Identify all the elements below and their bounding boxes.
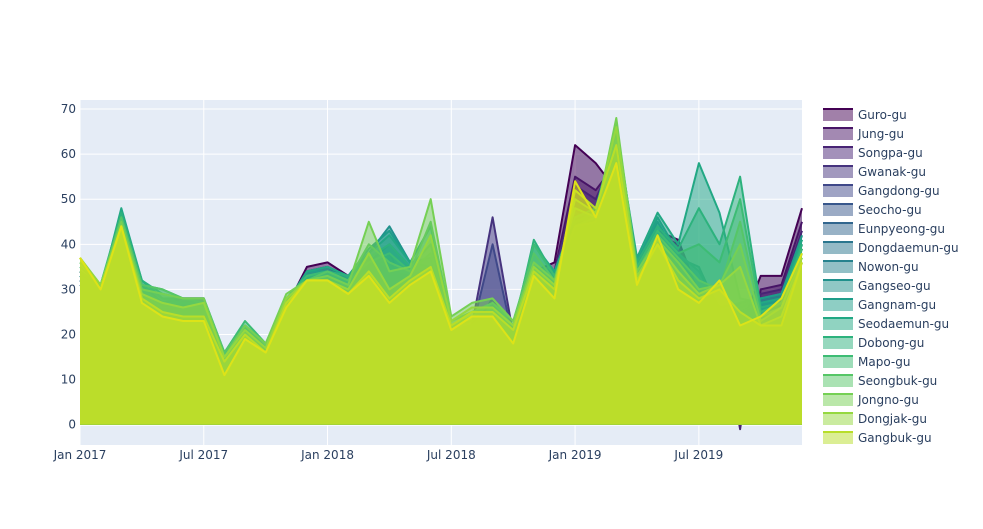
x-tick-label: Jan 2018 [300, 448, 354, 462]
legend-item-eunpyeong-gu[interactable]: Eunpyeong-gu [823, 222, 945, 236]
legend[interactable]: Guro-gu Jung-gu Songpa-gu Gwanak-gu Gangdong… [823, 108, 959, 445]
area-line [79, 162, 803, 377]
y-tick-label: 10 [61, 373, 76, 387]
legend-swatch [823, 375, 853, 387]
legend-item-seocho-gu[interactable]: Seocho-gu [823, 203, 922, 217]
legend-item-dongdaemun-gu[interactable]: Dongdaemun-gu [823, 241, 959, 255]
y-tick-label: 70 [61, 102, 76, 116]
x-tick-label: Jul 2017 [178, 448, 228, 462]
x-tick-label: Jan 2019 [548, 448, 602, 462]
legend-swatch [823, 432, 853, 444]
legend-item-dobong-gu[interactable]: Dobong-gu [823, 336, 924, 350]
x-tick-label: Jul 2019 [673, 448, 723, 462]
legend-swatch [823, 394, 853, 406]
legend-swatch [823, 166, 853, 178]
area-fill [80, 163, 802, 425]
area-line [79, 126, 803, 359]
legend-label: Gangnam-gu [858, 298, 936, 312]
legend-item-guro-gu[interactable]: Guro-gu [823, 108, 907, 122]
legend-swatch [823, 185, 853, 197]
area-line [79, 144, 803, 363]
legend-item-gangseo-gu[interactable]: Gangseo-gu [823, 279, 931, 293]
legend-label: Mapo-gu [858, 355, 910, 369]
legend-swatch [823, 413, 853, 425]
legend-label: Gangseo-gu [858, 279, 931, 293]
y-tick-label: 60 [61, 147, 76, 161]
legend-label: Eunpyeong-gu [858, 222, 945, 236]
area-series [79, 117, 803, 431]
legend-label: Jung-gu [857, 127, 904, 141]
y-tick-label: 0 [68, 418, 76, 432]
legend-swatch [823, 223, 853, 235]
y-tick-label: 20 [61, 328, 76, 342]
legend-item-jongno-gu[interactable]: Jongno-gu [823, 393, 919, 407]
legend-swatch [823, 109, 853, 121]
legend-label: Seodaemun-gu [858, 317, 949, 331]
legend-item-seodaemun-gu[interactable]: Seodaemun-gu [823, 317, 949, 331]
legend-item-seongbuk-gu[interactable]: Seongbuk-gu [823, 374, 937, 388]
legend-label: Dongjak-gu [858, 412, 927, 426]
legend-item-gwanak-gu[interactable]: Gwanak-gu [823, 165, 926, 179]
x-tick-label: Jul 2018 [426, 448, 476, 462]
legend-item-nowon-gu[interactable]: Nowon-gu [823, 260, 919, 274]
area-series-unnamed [79, 162, 803, 425]
y-axis: 0 10 20 30 40 50 60 70 [61, 102, 76, 432]
legend-swatch [823, 337, 853, 349]
legend-label: Dobong-gu [858, 336, 924, 350]
legend-label: Nowon-gu [858, 260, 919, 274]
legend-item-gangbuk-gu[interactable]: Gangbuk-gu [823, 431, 932, 445]
legend-swatch [823, 242, 853, 254]
legend-swatch [823, 261, 853, 273]
legend-item-mapo-gu[interactable]: Mapo-gu [823, 355, 910, 369]
y-tick-label: 50 [61, 192, 76, 206]
x-axis: Jan 2017 Jul 2017 Jan 2018 Jul 2018 Jan 2019… [53, 448, 724, 462]
legend-swatch [823, 147, 853, 159]
legend-label: Guro-gu [858, 108, 907, 122]
legend-label: Gangbuk-gu [858, 431, 932, 445]
area-line [79, 117, 803, 359]
legend-item-songpa-gu[interactable]: Songpa-gu [823, 146, 923, 160]
legend-label: Jongno-gu [857, 393, 919, 407]
x-tick-label: Jan 2017 [53, 448, 107, 462]
legend-swatch [823, 204, 853, 216]
legend-swatch [823, 128, 853, 140]
y-tick-label: 40 [61, 237, 76, 251]
y-tick-label: 30 [61, 282, 76, 296]
legend-label: Seocho-gu [858, 203, 922, 217]
legend-swatch [823, 356, 853, 368]
legend-item-gangdong-gu[interactable]: Gangdong-gu [823, 184, 940, 198]
legend-label: Gangdong-gu [858, 184, 940, 198]
legend-swatch [823, 318, 853, 330]
legend-item-dongjak-gu[interactable]: Dongjak-gu [823, 412, 927, 426]
legend-label: Dongdaemun-gu [858, 241, 959, 255]
legend-swatch [823, 280, 853, 292]
legend-label: Gwanak-gu [858, 165, 926, 179]
legend-item-gangnam-gu[interactable]: Gangnam-gu [823, 298, 936, 312]
legend-label: Seongbuk-gu [858, 374, 937, 388]
legend-label: Songpa-gu [858, 146, 923, 160]
legend-swatch [823, 299, 853, 311]
legend-item-jung-gu[interactable]: Jung-gu [823, 127, 904, 141]
